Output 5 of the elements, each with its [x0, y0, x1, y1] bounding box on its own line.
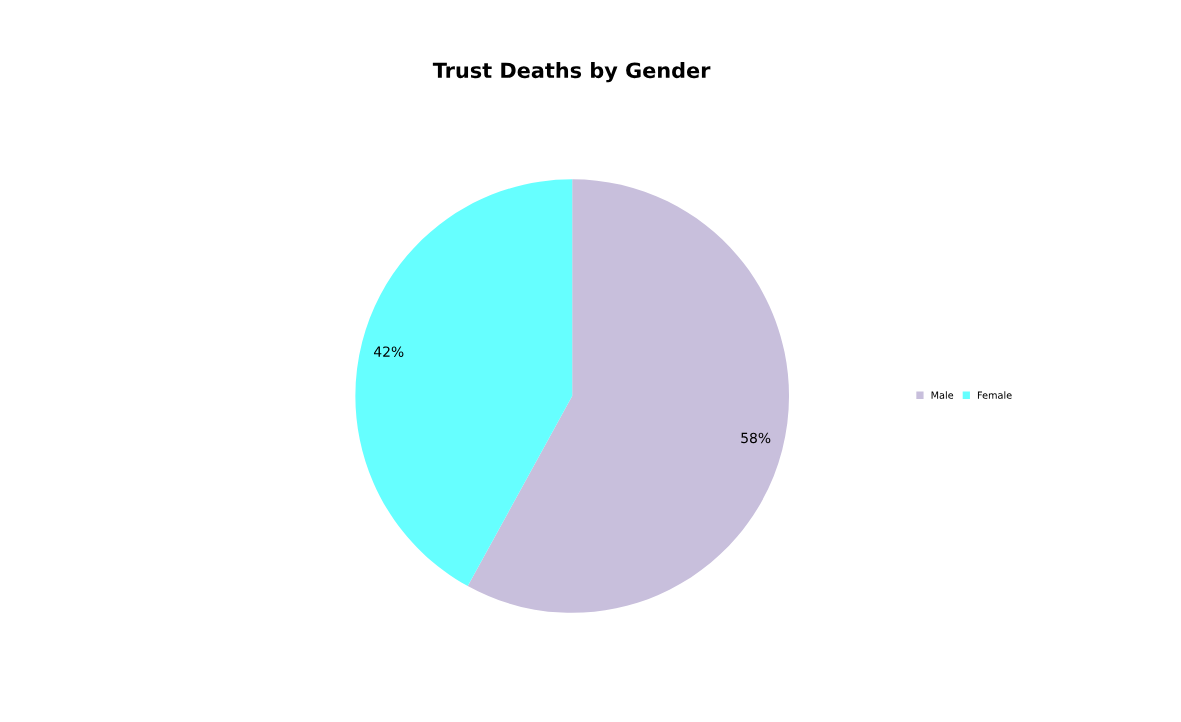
- legend-label: Female: [977, 391, 1012, 399]
- data-label: 42%: [373, 346, 404, 357]
- chart-title: Trust Deaths by Gender: [432, 62, 711, 83]
- legend-label: Male: [931, 391, 954, 399]
- data-label: 58%: [741, 432, 771, 444]
